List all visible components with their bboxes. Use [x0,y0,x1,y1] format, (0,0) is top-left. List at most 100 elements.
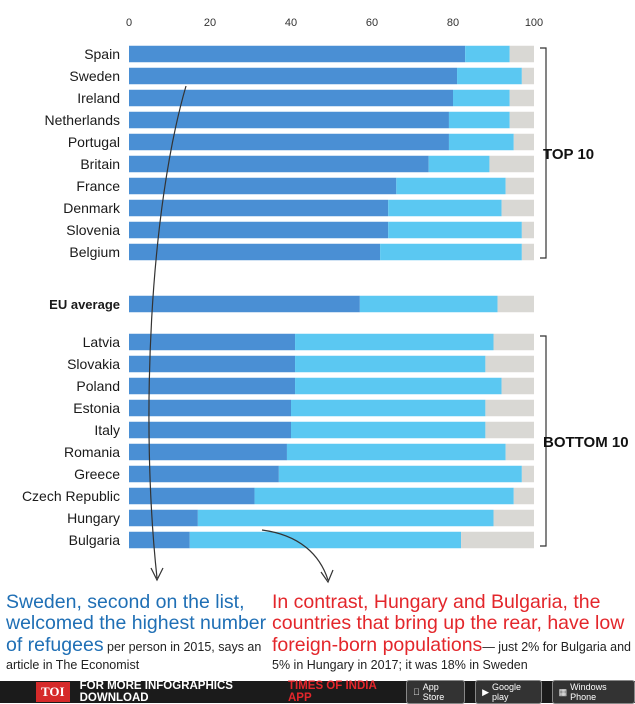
bar-segment [493,509,534,527]
windows-phone-badge[interactable]: ▦ Windows Phone [551,680,635,704]
bar-segment [129,89,453,107]
bar-segment [129,67,458,85]
country-label: Czech Republic [22,488,120,504]
bar-segment [509,45,534,63]
bar-segment [505,443,534,461]
hungary-bulgaria-annotation: In contrast, Hungary and Bulgaria, the c… [272,591,632,674]
country-label: Denmark [63,200,121,216]
bar-segment [513,487,534,505]
bar-segment [521,221,534,239]
country-label: EU average [49,297,120,312]
sweden-arrow [148,85,187,579]
bar-segment [485,421,534,439]
bar-segment [129,177,397,195]
x-tick-label: 0 [126,17,132,29]
bar-segment [254,487,514,505]
google-play-badge[interactable]: ▶ Google play [475,680,542,704]
toi-logo: TOI [36,682,70,702]
x-tick-label: 20 [204,17,216,29]
bar-segment [521,67,534,85]
bar-segment [291,399,486,417]
country-label: Slovakia [67,356,120,372]
country-label: Estonia [73,400,120,416]
bar-segment [428,155,490,173]
bar-segment [129,333,296,351]
country-label: France [76,178,120,194]
google-play-label: Google play [490,682,521,702]
bar-segment [129,111,449,129]
country-label: Netherlands [45,112,121,128]
bar-segment [129,199,389,217]
bar-segment [129,377,296,395]
bar-segment [501,199,534,217]
country-label: Poland [76,378,120,394]
group-bracket [540,335,547,547]
stacked-bar-chart: 0 20 40 60 80 100 Spain Sweden Ireland Netherland… [22,17,629,584]
sweden-arrow-head [150,567,164,582]
bar-segment [129,155,429,173]
bar-segment [286,443,506,461]
bar-segment [129,487,255,505]
play-icon: ▶ [480,686,489,697]
apple-icon:  [413,687,420,697]
app-store-badge[interactable]: App Store [405,680,466,704]
bar-segment [129,295,360,313]
bar-segment [513,133,534,151]
country-label: Spain [84,46,120,62]
footer-text: FOR MORE INFOGRAPHICS DOWNLOAD [79,680,233,704]
bar-segment [448,111,510,129]
bar-segment [129,133,449,151]
bar-segment [129,443,287,461]
bar-segment [129,531,190,549]
bar-segment [129,243,381,261]
group-label: BOTTOM 10 [543,434,629,451]
bar-segment [521,465,534,483]
country-label: Slovenia [66,222,120,238]
bar-segment [388,221,522,239]
country-label: Portugal [68,134,120,150]
bar-segment [295,377,502,395]
group-bracket [540,47,547,259]
bar-segment [489,155,534,173]
x-tick-label: 60 [366,17,378,29]
bar-segment [493,333,534,351]
windows-icon: ▦ [557,686,568,697]
group-label: TOP 10 [543,146,594,163]
bar-segment [521,243,534,261]
country-label: Ireland [77,90,120,106]
bar-segment [497,295,534,313]
bar-segment [485,355,534,373]
bar-segment [295,333,494,351]
bar-segment [129,221,389,239]
country-label: Hungary [67,510,120,526]
footer-app-name: TIMES OF INDIA APP [287,680,377,704]
sweden-annotation: Sweden, second on the list, welcomed the… [6,591,276,674]
bar-segment [129,45,466,63]
bar-segment [509,89,534,107]
bar-segment [291,421,486,439]
x-tick-label: 80 [447,17,459,29]
country-label: Sweden [69,68,120,84]
hungary-arrow-head [320,569,334,584]
sweden-annotation-detail: per person in 2015, says an article in T… [6,639,262,673]
country-label: Britain [80,156,120,172]
bar-segment [295,355,486,373]
country-label: Latvia [83,334,121,350]
bar-segment [465,45,510,63]
bar-segment [359,295,498,313]
bar-segment [189,531,462,549]
bar-segment [129,421,291,439]
hungary-bulgaria-detail: — just 2% for Bulgaria and 5% in Hungary… [272,639,632,673]
bar-segment [129,355,296,373]
bar-segment [197,509,494,527]
windows-phone-label: Windows Phone [569,682,607,702]
bar-segment [485,399,534,417]
country-label: Belgium [69,244,120,260]
bar-segment [129,465,279,483]
bar-segment [457,67,522,85]
country-label: Italy [94,422,120,438]
bar-segment [461,531,534,549]
country-label: Romania [64,444,120,460]
sweden-annotation-headline: Sweden, second on the list, welcomed the… [6,591,267,656]
bar-segment [505,177,534,195]
